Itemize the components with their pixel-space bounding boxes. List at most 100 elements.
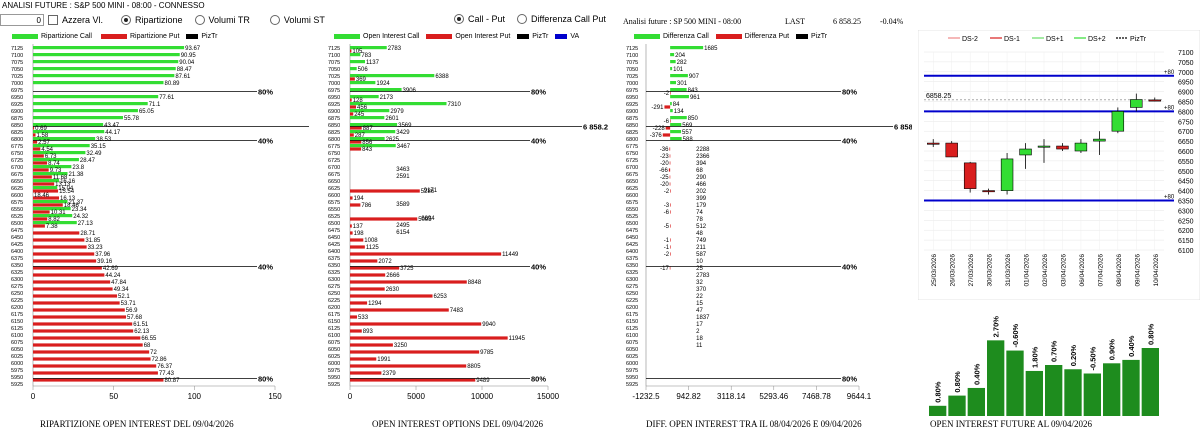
put-bar <box>350 357 377 361</box>
put-bar <box>665 126 671 130</box>
put-value-label: 843 <box>362 147 373 153</box>
call-value-label: 90.95 <box>181 53 197 59</box>
strike-tick-label: 6500 <box>328 221 340 227</box>
call-bar <box>670 95 689 99</box>
volumi-st-radio[interactable] <box>269 15 280 25</box>
put-value-label: 72 <box>150 350 157 356</box>
call-value-label: 2601 <box>385 116 399 122</box>
put-value-label: -3 <box>664 203 670 209</box>
put-value-label: 11449 <box>502 252 519 258</box>
x-tick-label: 3118.14 <box>717 392 746 401</box>
call-value-label: 3467 <box>397 144 411 150</box>
put-value-label: 2666 <box>386 273 400 279</box>
strike-tick-label: 7125 <box>328 46 340 52</box>
strike-tick-label: 6475 <box>328 228 340 234</box>
call-value-label: 2625 <box>386 137 400 143</box>
call-bar <box>33 53 180 57</box>
call-bar <box>33 151 86 155</box>
call-bar <box>350 53 361 57</box>
put-bar <box>350 252 502 256</box>
strike-tick-label: 6200 <box>11 305 23 311</box>
call-put-radio[interactable] <box>454 14 464 24</box>
strike-tick-label: 6350 <box>328 263 340 269</box>
strike-tick-label: 6350 <box>11 263 23 269</box>
strike-tick-label: 6100 <box>626 333 638 339</box>
put-bar <box>350 273 386 277</box>
put-value-label: 44.24 <box>105 273 121 279</box>
call-bar <box>33 144 90 148</box>
azzera-label: Azzera Vl. <box>62 15 104 25</box>
call-bar <box>33 46 185 50</box>
strike-tick-label: 6225 <box>328 298 340 304</box>
strike-tick-label: 6000 <box>626 361 638 367</box>
y-tick-label: 6550 <box>1178 159 1194 166</box>
put-bar <box>669 154 671 158</box>
strike-tick-label: 7000 <box>11 81 23 87</box>
put-bar <box>670 119 671 123</box>
x-tick-label: 03/04/2026 <box>1060 254 1067 287</box>
put-value-label: -20 <box>660 182 669 188</box>
x-tick-label: 15000 <box>537 392 560 401</box>
put-bar <box>350 378 476 382</box>
strike-tick-label: 6400 <box>11 249 23 255</box>
piztr-marker-label: 40% <box>258 137 273 146</box>
call-value-label: 35.15 <box>91 144 107 150</box>
ripartizione-chart: 7125710070757050702570006975695069256900… <box>11 44 309 401</box>
x-tick-label: 100 <box>188 392 202 401</box>
put-bar <box>33 154 44 158</box>
strike-tick-label: 6725 <box>328 158 340 164</box>
ripartizione-radio[interactable] <box>121 15 132 25</box>
put-bar <box>668 168 671 172</box>
put-value-label: 533 <box>358 315 369 321</box>
candle-body <box>1000 158 1014 191</box>
strike-tick-label: 6775 <box>11 144 23 150</box>
strike-tick-label: 6300 <box>626 277 638 283</box>
strike-tick-label: 7100 <box>328 53 340 59</box>
call-put-label: Call - Put <box>468 14 506 24</box>
strike-tick-label: 6575 <box>328 200 340 206</box>
piztr-marker-label: 80% <box>842 375 857 384</box>
strike-tick-label: 7075 <box>11 60 23 66</box>
put-value-label: 47.84 <box>111 280 127 286</box>
caption-open-interest: OPEN INTEREST OPTIONS DEL 09/04/2026 <box>372 419 543 429</box>
call-value-label: 93.67 <box>185 46 201 52</box>
call-value-label: 21.38 <box>68 172 84 178</box>
x-tick-label: 25/03/2026 <box>931 254 938 287</box>
strike-tick-label: 6800 <box>11 137 23 143</box>
candle-body <box>982 190 995 193</box>
strike-tick-label: 6850 <box>11 123 23 129</box>
put-value-label: 28.71 <box>80 231 96 237</box>
call-bar <box>33 172 68 176</box>
strike-tick-label: 6475 <box>11 228 23 234</box>
put-value-label: 6894 <box>421 216 435 222</box>
strike-tick-label: 6125 <box>328 326 340 332</box>
put-value-label: 456 <box>357 105 368 111</box>
put-value-label: -376 <box>650 133 663 139</box>
strike-tick-label: 7025 <box>328 74 340 80</box>
legend-label: Differenza Put <box>744 33 790 40</box>
call-bar <box>670 67 673 71</box>
piztr-marker-label: 6 858.25 <box>583 123 608 132</box>
strike-input[interactable] <box>0 14 44 26</box>
azzera-checkbox[interactable] <box>48 15 58 25</box>
strike-tick-label: 6100 <box>328 333 340 339</box>
volumi-tr-label: Volumi TR <box>208 15 250 25</box>
call-value-label: 44.17 <box>105 130 121 136</box>
piztr-marker-label: 40% <box>842 263 857 272</box>
diff-call-put-radio[interactable] <box>517 14 528 24</box>
call-bar <box>350 88 402 92</box>
piztr-marker-label: 80% <box>258 375 273 384</box>
put-value-label: -228 <box>653 126 666 132</box>
call-bar <box>350 46 387 50</box>
call-value-label: 907 <box>689 74 700 80</box>
put-value-label: 1991 <box>377 357 391 363</box>
strike-tick-label: 6025 <box>11 354 23 360</box>
y-tick-label: 6150 <box>1178 238 1194 245</box>
put-value-label: 7483 <box>450 308 464 314</box>
strike-tick-label: 6350 <box>626 263 638 269</box>
volumi-tr-radio[interactable] <box>194 15 205 25</box>
oi-bar <box>929 405 947 416</box>
put-bar <box>33 168 49 172</box>
put-value-label: 9489 <box>476 378 490 384</box>
put-bar <box>33 224 45 228</box>
